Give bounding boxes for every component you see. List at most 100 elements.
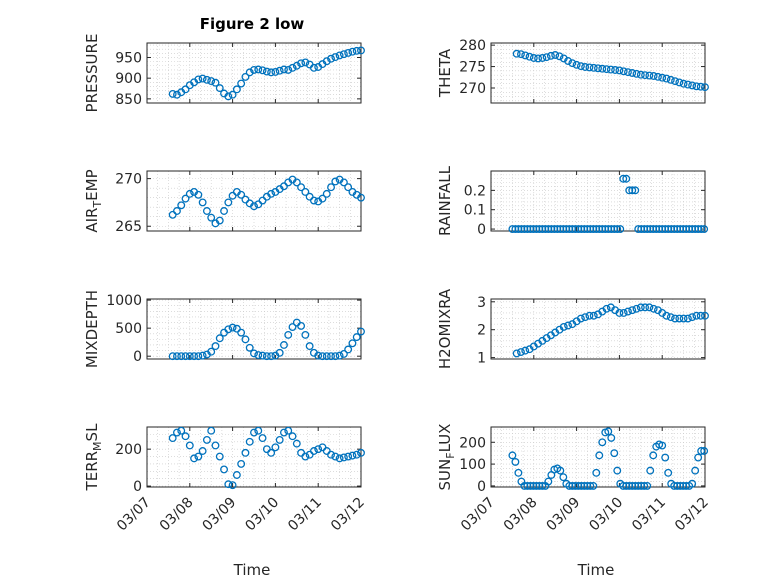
data-point (198, 74, 207, 83)
x-tick-label: 03/07 (114, 495, 154, 535)
data-point (671, 314, 679, 323)
axes-box (146, 298, 362, 360)
y-axis-label-main: PRESSURE (83, 34, 101, 113)
data-point (697, 447, 706, 455)
data-point (207, 347, 216, 356)
data-point (215, 216, 224, 225)
data-point (198, 351, 207, 360)
data-point (675, 314, 684, 323)
data-point (297, 183, 306, 192)
data-point (679, 314, 688, 323)
data-point (556, 466, 565, 475)
data-point (224, 92, 233, 101)
data-point (675, 78, 684, 87)
data-point (339, 178, 348, 187)
data-point (688, 313, 697, 322)
data-point (275, 435, 284, 444)
y-tick-label: 0.2 (464, 183, 486, 199)
y-tick-label: 2 (477, 323, 486, 339)
data-point (357, 193, 365, 202)
data-point (331, 352, 340, 361)
data-point (215, 452, 224, 461)
data-point (211, 441, 220, 450)
data-point (185, 441, 194, 450)
data-point (254, 426, 263, 435)
data-point (628, 306, 637, 315)
data-point (211, 78, 220, 87)
data-point (546, 51, 555, 60)
data-point (194, 75, 203, 84)
x-axis-label-left: Time (233, 561, 271, 579)
data-point (245, 437, 254, 446)
data-point (198, 198, 207, 207)
data-point (245, 343, 254, 352)
data-point (297, 321, 306, 330)
data-point (190, 454, 199, 463)
data-point (314, 351, 323, 360)
data-point (177, 352, 186, 361)
data-point (297, 59, 306, 68)
data-point (314, 445, 323, 454)
data-point (254, 351, 263, 360)
data-point (521, 51, 530, 60)
data-point (624, 68, 632, 77)
data-point (538, 481, 547, 490)
data-point (649, 72, 658, 80)
y-tick-label: 270 (459, 81, 486, 97)
data-point (250, 202, 258, 211)
data-point (604, 427, 613, 436)
data-point (352, 333, 361, 342)
data-point (241, 448, 250, 457)
y-axis-label: MIXDEPTH (83, 290, 101, 368)
panel-pressure: 850 900 950 PRESSURE (83, 34, 365, 113)
data-point (697, 225, 706, 234)
data-point (228, 323, 237, 332)
data-point (348, 451, 357, 460)
data-point (664, 468, 673, 477)
data-point (280, 65, 288, 74)
data-point (301, 58, 310, 67)
data-point (615, 66, 624, 75)
x-tick-label: 03/08 (157, 495, 197, 535)
data-point (173, 428, 181, 437)
y-axis-label-rest: SL (83, 423, 101, 442)
data-point (544, 477, 553, 486)
data-point (198, 447, 207, 455)
y-axis-label: SUNFLUX (436, 424, 457, 491)
y-axis-label-subscript: M (91, 441, 104, 451)
y-axis-label: THETA (436, 48, 454, 98)
data-point (335, 351, 344, 360)
data-point (602, 304, 611, 313)
data-point (250, 428, 258, 437)
data-point (224, 198, 233, 207)
data-point (168, 434, 177, 443)
data-point (559, 473, 568, 482)
x-tick-label: 03/11 (629, 495, 669, 535)
data-point (622, 174, 631, 183)
data-point (352, 46, 361, 55)
data-point (211, 342, 220, 351)
panel-theta: 270 275 280 THETA (436, 38, 709, 104)
data-point (636, 303, 645, 312)
y-tick-label: 270 (115, 172, 142, 188)
data-point (232, 471, 241, 479)
data-point (258, 351, 267, 360)
y-axis-label-subscript: F (444, 452, 457, 458)
data-point (521, 346, 530, 355)
data-point (215, 84, 224, 93)
data-point (237, 459, 246, 468)
data-point (267, 448, 276, 457)
data-point (658, 441, 667, 450)
data-point (181, 85, 190, 94)
y-axis-label-rest: LUX (436, 424, 454, 453)
panel-mixdepth: 0 500 1000 MIXDEPTH (83, 290, 365, 368)
data-point (173, 90, 181, 99)
y-axis-label-main: AIR (83, 208, 101, 233)
data-point (280, 428, 288, 437)
data-point (700, 225, 709, 234)
data-point (181, 432, 190, 441)
data-point (173, 207, 181, 215)
subplot-grid: 850 900 950 PRESSURE 270 275 280 THETA 265 270 AIR… (83, 34, 712, 535)
data-point (701, 311, 709, 320)
